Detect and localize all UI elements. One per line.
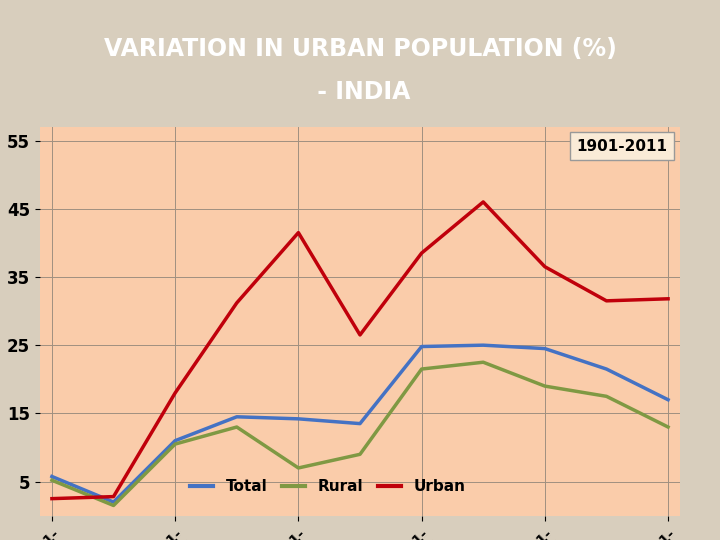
Rural: [48, 477, 56, 483]
Rural: [171, 441, 179, 447]
Urban: [233, 300, 241, 306]
Rural: [233, 424, 241, 430]
Line: Rural: Rural: [52, 362, 668, 505]
Rural: [356, 451, 364, 457]
Total: [171, 437, 179, 444]
Total: [294, 416, 302, 422]
Urban: [664, 295, 672, 302]
Line: Total: Total: [52, 345, 668, 502]
Rural: [664, 424, 672, 430]
Urban: [602, 298, 611, 304]
Line: Urban: Urban: [52, 202, 668, 498]
Urban: [541, 264, 549, 270]
Rural: [602, 393, 611, 400]
Rural: [479, 359, 487, 366]
Total: [479, 342, 487, 348]
Total: [233, 414, 241, 420]
Total: [109, 499, 118, 505]
Rural: [418, 366, 426, 372]
Total: [418, 343, 426, 350]
Text: VARIATION IN URBAN POPULATION (%): VARIATION IN URBAN POPULATION (%): [104, 37, 616, 60]
Total: [541, 346, 549, 352]
Rural: [294, 465, 302, 471]
Legend: Total, Rural, Urban: Total, Rural, Urban: [184, 473, 472, 500]
Total: [602, 366, 611, 372]
Total: [48, 473, 56, 480]
Urban: [294, 230, 302, 236]
Rural: [541, 383, 549, 389]
Rural: [109, 502, 118, 509]
Urban: [171, 390, 179, 396]
Urban: [48, 495, 56, 502]
Text: - INDIA: - INDIA: [310, 80, 410, 104]
Urban: [356, 332, 364, 338]
Total: [356, 420, 364, 427]
Urban: [479, 199, 487, 205]
Text: 1901-2011: 1901-2011: [577, 139, 667, 153]
Urban: [418, 250, 426, 256]
Total: [664, 396, 672, 403]
Urban: [109, 494, 118, 500]
